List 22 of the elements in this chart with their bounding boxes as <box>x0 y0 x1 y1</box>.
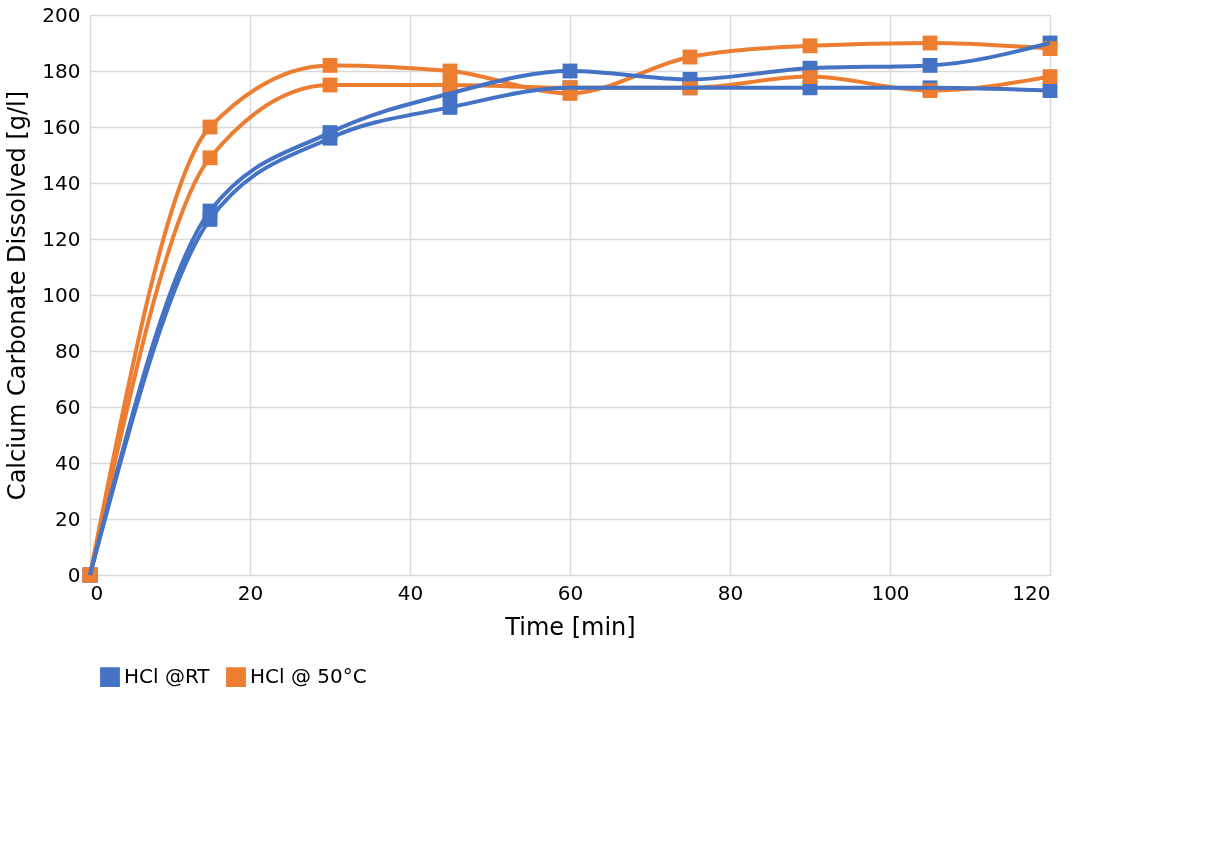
y-tick-label: 80 <box>55 338 81 363</box>
y-tick-label: 20 <box>55 506 81 531</box>
y-tick-label: 120 <box>42 226 81 251</box>
y-tick-label: 60 <box>55 394 81 419</box>
y-axis-title: Calcium Carbonate Dissolved [g/l] <box>3 90 32 501</box>
y-tick-label: 180 <box>42 58 81 83</box>
y-tick-label: 100 <box>42 282 81 307</box>
x-tick-label: 60 <box>557 580 584 605</box>
y-tick-label: 160 <box>42 114 81 139</box>
y-tick-label: 0 <box>67 562 81 587</box>
legend-label: HCl @ 50°C <box>250 664 367 689</box>
x-tick-label: 40 <box>397 580 424 605</box>
x-tick-label: 0 <box>90 580 104 605</box>
x-axis-title: Time [min] <box>504 612 636 641</box>
x-tick-label: 100 <box>871 580 910 605</box>
y-tick-label: 200 <box>42 2 81 27</box>
x-tick-label: 80 <box>717 580 744 605</box>
x-tick-label: 20 <box>237 580 264 605</box>
y-tick-label: 140 <box>42 170 81 195</box>
x-tick-label: 120 <box>1012 580 1051 605</box>
y-tick-label: 40 <box>55 450 81 475</box>
legend-label: HCl @RT <box>124 664 211 689</box>
